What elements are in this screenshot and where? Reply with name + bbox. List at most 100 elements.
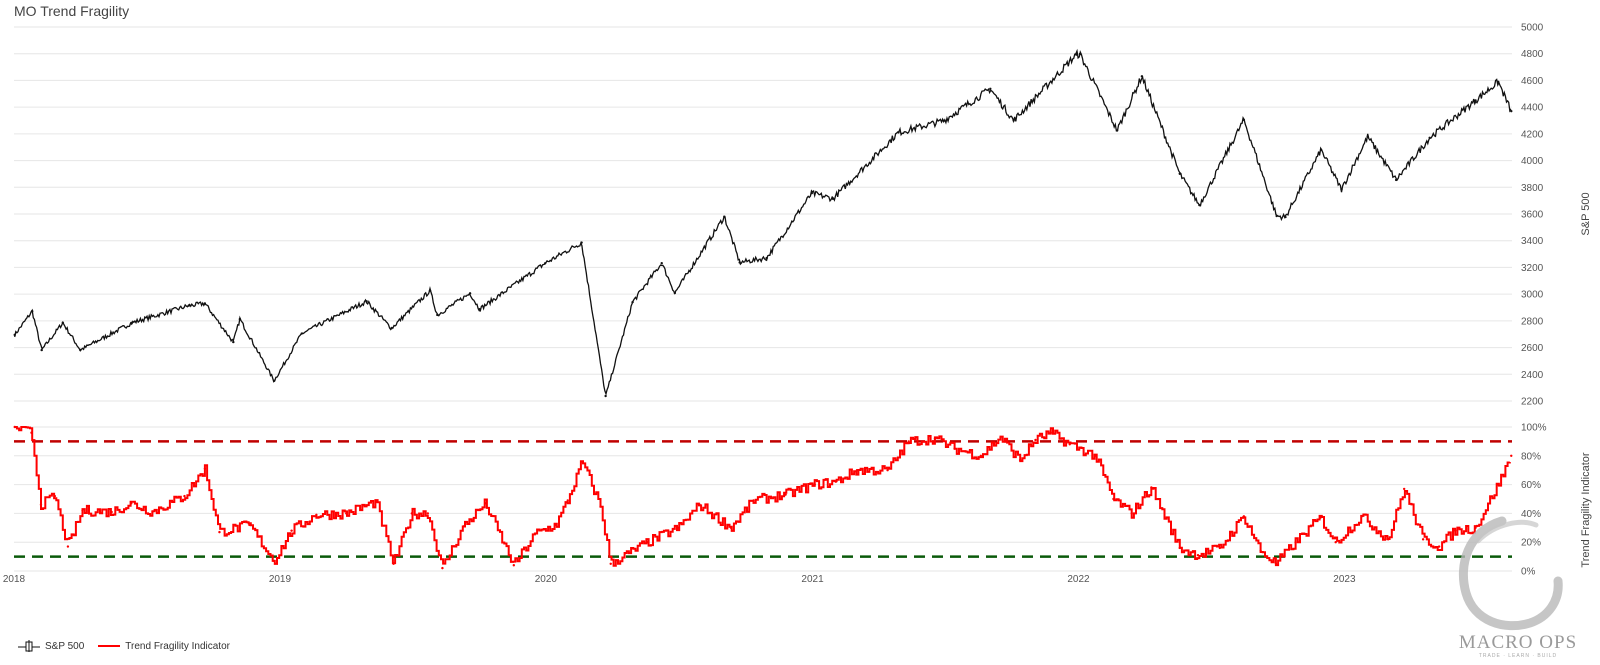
tfi-point xyxy=(1018,458,1022,462)
tfi-point xyxy=(784,493,787,496)
tfi-point xyxy=(39,503,43,506)
tfi-series-line xyxy=(14,426,1511,567)
tfi-point xyxy=(392,562,395,565)
tfi-point xyxy=(1421,538,1425,541)
series-layer xyxy=(13,48,1513,570)
tfi-point xyxy=(1259,549,1262,553)
chart-title: MO Trend Fragility xyxy=(14,3,130,19)
sp500-point xyxy=(1140,75,1144,78)
tfi-point xyxy=(698,503,701,506)
gridlines xyxy=(14,26,1512,572)
sp500-point xyxy=(238,317,242,321)
sp500-point xyxy=(810,191,814,195)
sp500-tick-label: 3200 xyxy=(1521,263,1544,274)
tfi-point xyxy=(953,447,956,450)
tfi-point xyxy=(1130,512,1133,515)
sp500-point xyxy=(1394,178,1398,182)
tfi-point xyxy=(813,483,816,486)
sp500-point xyxy=(1078,52,1082,56)
sp500-point xyxy=(232,340,235,344)
tfi-point xyxy=(534,532,537,535)
sp500-axis-title: S&P 500 xyxy=(1580,192,1592,235)
logo-subtext: TRADE · LEARN · BUILD xyxy=(1479,653,1557,659)
sp500-point xyxy=(390,327,393,330)
sp500-point xyxy=(831,197,835,200)
sp500-point xyxy=(723,215,726,218)
sp500-point xyxy=(1340,188,1343,191)
threshold-lines xyxy=(14,440,1512,558)
tfi-point xyxy=(834,480,838,483)
sp500-point xyxy=(673,291,677,295)
tfi-point xyxy=(1112,497,1115,501)
sp500-tick-label: 4200 xyxy=(1521,129,1544,140)
tfi-tick-label: 40% xyxy=(1521,509,1541,520)
sp500-point xyxy=(1178,172,1181,175)
tfi-point xyxy=(554,523,558,527)
tfi-point xyxy=(1386,538,1390,541)
sp500-point xyxy=(1242,118,1246,122)
sp500-tick-label: 2800 xyxy=(1521,316,1544,327)
tfi-tick-label: 80% xyxy=(1521,451,1541,462)
sp500-point xyxy=(738,261,741,264)
sp500-point xyxy=(1075,53,1078,56)
tfi-point xyxy=(1437,545,1441,548)
tfi-point xyxy=(248,523,251,527)
tfi-point xyxy=(646,541,650,544)
sp500-point xyxy=(478,308,481,311)
tfi-point xyxy=(410,512,414,515)
tfi-point xyxy=(110,510,113,514)
sp500-point xyxy=(1428,136,1431,140)
sp500-point xyxy=(1284,215,1287,219)
tfi-point xyxy=(1453,529,1457,532)
tfi-tick-label: 20% xyxy=(1521,538,1541,549)
tfi-point xyxy=(855,469,859,472)
legend-item-tfi[interactable]: Trend Fragility Indicator xyxy=(98,640,230,652)
tfi-tick-label: 100% xyxy=(1521,423,1547,434)
x-tick-label: 2018 xyxy=(3,574,26,585)
tfi-point xyxy=(13,425,16,429)
tfi-point xyxy=(53,494,57,498)
x-tick-label: 2019 xyxy=(269,574,292,585)
sp500-point xyxy=(1012,119,1015,122)
sp500-point xyxy=(1198,203,1201,207)
legend: S&P 500 Trend Fragility Indicator xyxy=(18,640,230,652)
tfi-point xyxy=(1049,431,1052,434)
sp500-tick-label: 3600 xyxy=(1521,210,1544,221)
tfi-point xyxy=(729,526,733,529)
tfi-y-axis: 0% 20% 40% 60% 80% 100% xyxy=(1521,423,1547,578)
tfi-point xyxy=(999,435,1002,439)
tfi-point xyxy=(426,512,430,515)
tfi-point xyxy=(1334,541,1337,544)
sp500-point xyxy=(543,262,547,265)
tfi-point xyxy=(484,502,487,505)
tfi-point xyxy=(599,505,602,508)
sp500-tick-label: 2200 xyxy=(1521,397,1544,408)
tfi-point xyxy=(1068,443,1071,446)
sp500-tick-label: 3400 xyxy=(1521,236,1544,247)
sp500-tick-label: 3000 xyxy=(1521,290,1544,301)
line-legend-icon xyxy=(98,645,121,647)
tfi-point xyxy=(1218,546,1222,550)
tfi-point xyxy=(81,509,84,512)
sp500-point xyxy=(660,261,663,265)
tfi-point xyxy=(151,510,154,514)
legend-label-sp500: S&P 500 xyxy=(45,640,85,652)
sp500-point xyxy=(1275,214,1278,218)
sp500-point xyxy=(1366,135,1369,138)
tfi-tick-label: 60% xyxy=(1521,480,1541,491)
sp500-point xyxy=(13,333,16,337)
sp500-tick-label: 4000 xyxy=(1521,156,1544,167)
tfi-point xyxy=(130,502,133,505)
sp500-point xyxy=(272,379,276,383)
legend-item-sp500[interactable]: S&P 500 xyxy=(18,640,84,652)
tfi-point xyxy=(933,437,937,440)
sp500-point xyxy=(1115,129,1119,132)
tfi-point xyxy=(30,431,33,434)
tfi-point xyxy=(1319,516,1322,519)
sp500-point xyxy=(989,87,992,91)
sp500-point xyxy=(187,304,191,307)
tfi-point xyxy=(1094,454,1097,457)
tfi-point xyxy=(907,440,910,443)
x-tick-label: 2023 xyxy=(1333,574,1356,585)
